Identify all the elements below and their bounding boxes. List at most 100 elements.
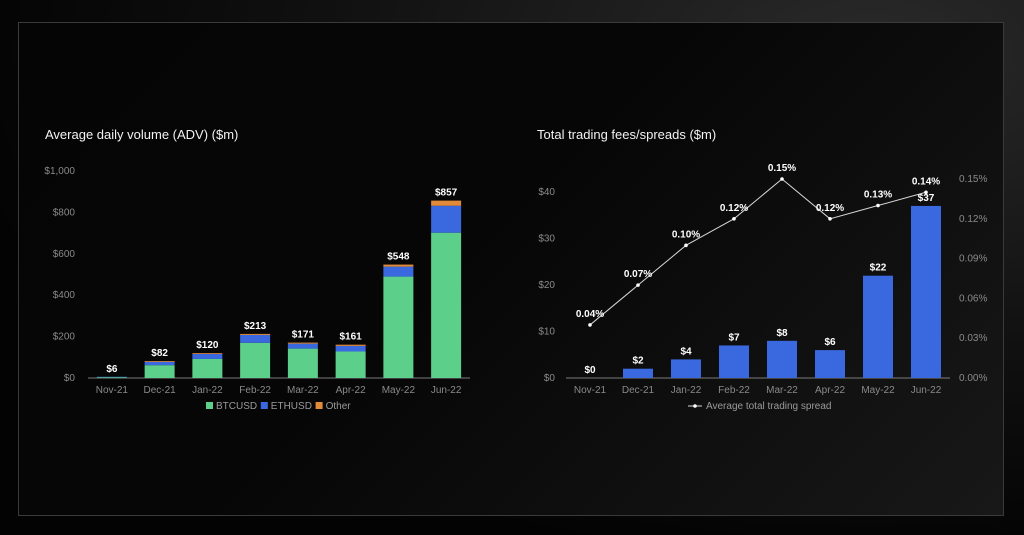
bar-total-label: $857 xyxy=(435,188,458,199)
spread-point xyxy=(588,323,592,327)
y2-tick-label: 0.06% xyxy=(959,293,987,304)
bar-total-label: $171 xyxy=(292,330,315,341)
spread-label: 0.04% xyxy=(576,309,604,320)
y-tick-label: $0 xyxy=(544,373,556,384)
fee-bar-label: $2 xyxy=(632,356,644,367)
adv-chart-title: Average daily volume (ADV) ($m) xyxy=(45,127,239,142)
y-tick-label: $10 xyxy=(538,327,555,338)
x-tick-label: Feb-22 xyxy=(239,385,271,396)
spread-label: 0.14% xyxy=(912,176,940,187)
y2-tick-label: 0.03% xyxy=(959,333,987,344)
bar-segment-ethusd xyxy=(192,353,223,359)
x-tick-label: Nov-21 xyxy=(574,385,607,396)
bar-segment-other xyxy=(240,333,271,335)
y2-tick-label: 0.00% xyxy=(959,373,987,384)
fee-bar-label: $37 xyxy=(918,193,935,204)
x-tick-label: Jan-22 xyxy=(192,385,223,396)
legend-swatch-other xyxy=(315,402,323,409)
legend-label: ETHUSD xyxy=(271,401,312,412)
y-tick-label: $600 xyxy=(53,249,76,260)
y-tick-label: $30 xyxy=(538,234,555,245)
bar-segment-btcusd xyxy=(192,358,223,378)
bar-segment-btcusd xyxy=(431,232,462,378)
x-tick-label: Jun-22 xyxy=(911,385,942,396)
legend-label: BTCUSD xyxy=(216,401,257,412)
x-tick-label: Feb-22 xyxy=(718,385,750,396)
x-tick-label: Dec-21 xyxy=(622,385,655,396)
y2-tick-label: 0.09% xyxy=(959,254,987,265)
spread-point xyxy=(876,203,880,208)
x-tick-label: Apr-22 xyxy=(336,385,366,396)
bar-segment-btcusd xyxy=(335,351,366,378)
y-tick-label: $0 xyxy=(64,373,76,384)
legend-label: Other xyxy=(326,401,352,412)
spread-label: 0.13% xyxy=(864,190,892,201)
fee-bar xyxy=(719,345,749,378)
bar-segment-other xyxy=(431,200,462,206)
spread-point xyxy=(732,217,736,221)
fee-bar xyxy=(623,368,653,378)
fee-bar-label: $0 xyxy=(584,365,596,376)
fee-bar-label: $4 xyxy=(680,346,692,357)
spread-label: 0.07% xyxy=(624,269,652,280)
fee-bar xyxy=(863,275,893,378)
bar-segment-ethusd xyxy=(144,361,175,366)
chart-panel xyxy=(18,22,1004,516)
bar-segment-ethusd xyxy=(287,343,318,349)
spread-label: 0.15% xyxy=(768,163,796,174)
spread-point xyxy=(828,217,832,221)
legend-swatch-btcusd xyxy=(206,402,213,409)
bar-segment-btcusd xyxy=(96,377,127,378)
y-tick-label: $400 xyxy=(53,290,76,301)
spread-label: 0.10% xyxy=(672,229,700,240)
x-tick-label: Mar-22 xyxy=(287,385,319,396)
bar-total-label: $120 xyxy=(196,340,219,351)
bar-total-label: $161 xyxy=(340,332,363,343)
spread-point xyxy=(636,283,640,287)
y2-tick-label: 0.15% xyxy=(959,174,987,185)
fee-bar xyxy=(815,350,845,378)
spread-point xyxy=(924,190,928,195)
legend-label: Average total trading spread xyxy=(706,401,831,412)
bar-segment-btcusd xyxy=(144,365,175,378)
spread-label: 0.12% xyxy=(816,203,844,214)
fee-bar xyxy=(671,359,701,378)
legend-swatch-ethusd xyxy=(260,402,268,409)
spread-line xyxy=(589,178,927,326)
y2-tick-label: 0.12% xyxy=(959,214,987,225)
bar-segment-ethusd xyxy=(431,205,462,233)
y-tick-label: $40 xyxy=(538,187,555,198)
y-tick-label: $200 xyxy=(53,332,76,343)
bar-segment-other xyxy=(335,344,366,346)
fee-bar-label: $22 xyxy=(870,263,887,274)
fee-bar-label: $6 xyxy=(824,337,836,348)
bar-segment-ethusd xyxy=(383,266,414,277)
bar-segment-other xyxy=(287,342,318,344)
bar-total-label: $213 xyxy=(244,321,267,332)
x-tick-label: Jun-22 xyxy=(431,385,462,396)
bar-segment-ethusd xyxy=(240,334,271,343)
x-tick-label: May-22 xyxy=(861,385,895,396)
spread-point xyxy=(780,177,784,181)
bar-total-label: $82 xyxy=(151,348,168,359)
fee-bar xyxy=(767,340,797,378)
x-tick-label: Mar-22 xyxy=(766,385,798,396)
bar-segment-btcusd xyxy=(287,348,318,378)
fee-bar-label: $8 xyxy=(776,328,788,339)
x-tick-label: Dec-21 xyxy=(144,385,177,396)
fee-bar xyxy=(911,205,941,378)
bar-total-label: $548 xyxy=(387,252,410,263)
bar-segment-ethusd xyxy=(335,345,366,352)
bar-total-label: $6 xyxy=(106,364,118,375)
fees-chart-title: Total trading fees/spreads ($m) xyxy=(537,127,717,142)
bar-segment-other xyxy=(192,353,223,354)
bar-segment-btcusd xyxy=(240,342,271,378)
y-tick-label: $20 xyxy=(538,280,555,291)
x-tick-label: May-22 xyxy=(382,385,416,396)
bar-segment-other xyxy=(144,361,175,362)
bar-segment-btcusd xyxy=(383,276,414,378)
y-tick-label: $800 xyxy=(53,207,76,218)
